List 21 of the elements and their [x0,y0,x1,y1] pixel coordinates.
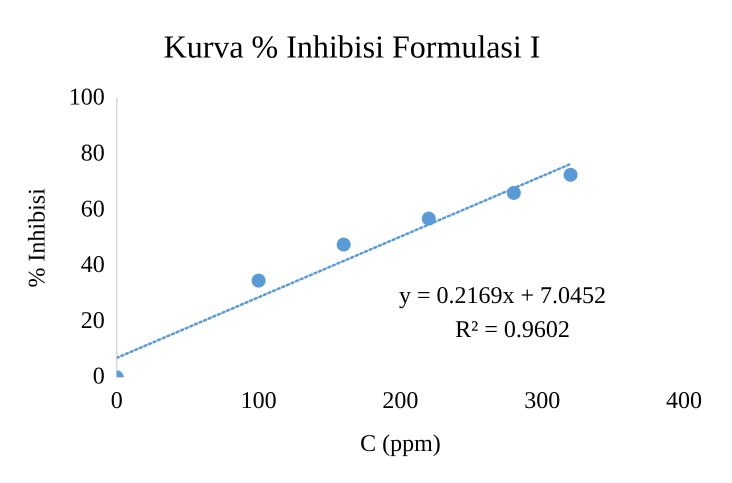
y-tick-label: 60 [80,196,105,222]
y-tick-label: 100 [68,84,105,111]
annotation: y = 0.2169x + 7.0452 [398,282,606,309]
x-axis-title: C (ppm) [360,430,441,457]
point [252,274,266,288]
point [564,168,578,182]
point [422,212,436,226]
y-axis-title: % Inhibisi [24,188,51,288]
annotation: R² = 0.9602 [455,316,570,343]
x-tick-label: 100 [240,388,277,414]
x-tick-label: 200 [382,388,418,414]
x-tick-label: 300 [524,388,560,414]
y-tick-label: 40 [80,252,105,278]
x-tick-label: 400 [666,388,702,414]
y-tick-label: 20 [80,308,105,334]
y-tick-label: 80 [80,140,105,166]
point [336,238,351,252]
chart-title: Kurva % Inhibisi Formulasi I [164,28,540,65]
x-tick-label: 0 [110,388,123,414]
point [506,186,521,200]
y-tick-label: 0 [92,364,105,390]
